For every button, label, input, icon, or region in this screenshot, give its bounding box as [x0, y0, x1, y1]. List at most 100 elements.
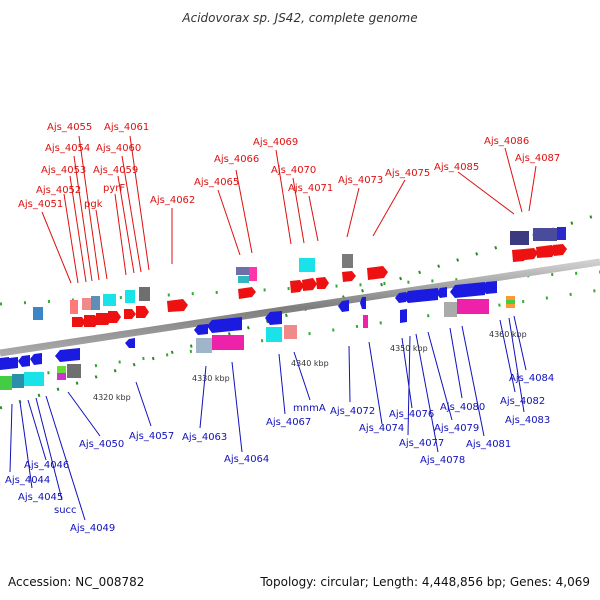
gene-label: Ajs_4045 [18, 492, 63, 503]
plasmid-map [0, 135, 600, 521]
feature-box [196, 338, 212, 353]
feature-box [103, 294, 116, 306]
gene-label: Ajs_4072 [330, 406, 375, 417]
reverse-gene-labels: Ajs_4046 Ajs_4044 Ajs_4045 succ Ajs_4049… [5, 373, 554, 534]
gene-label: Ajs_4066 [214, 154, 259, 165]
gene-label: Ajs_4051 [18, 199, 63, 210]
forward-feature-boxes [70, 227, 566, 314]
gene-label: Ajs_4062 [150, 195, 195, 206]
gene-arrow [360, 297, 366, 309]
gene-label: Ajs_4087 [515, 153, 560, 164]
feature-box [12, 374, 24, 388]
feature-box [284, 325, 297, 339]
gene-label: mnmA [293, 403, 326, 414]
gene-arrow [72, 317, 86, 327]
gene-arrow [55, 348, 80, 362]
forward-leader-lines [41, 135, 537, 284]
feature-box [212, 335, 244, 350]
gene-arrow [265, 311, 282, 325]
gene-label: Ajs_4053 [41, 165, 86, 176]
feature-box [266, 327, 282, 342]
feature-box [238, 276, 249, 283]
gene-label: Ajs_4075 [385, 168, 430, 179]
feature-box [236, 267, 249, 275]
gene-label: Ajs_4080 [440, 402, 485, 413]
feature-box [342, 254, 353, 268]
gene-arrow [18, 355, 30, 367]
reverse-leader-lines [9, 315, 527, 521]
feature-box [139, 287, 150, 301]
gene-label: pyrF [103, 183, 125, 194]
feature-box [506, 300, 515, 304]
gene-arrow [194, 324, 208, 335]
feature-box [533, 228, 557, 241]
feature-box [125, 290, 135, 303]
gene-label: Ajs_4074 [359, 423, 404, 434]
gene-label: Ajs_4049 [70, 523, 115, 534]
gene-label: Ajs_4063 [182, 432, 227, 443]
reverse-feature-boxes [0, 296, 515, 390]
gene-label: Ajs_4073 [338, 175, 383, 186]
gene-label: Ajs_4078 [420, 455, 465, 466]
gene-label: Ajs_4046 [24, 460, 69, 471]
gene-arrow [108, 311, 121, 323]
gene-arrow [207, 317, 242, 333]
gene-label: Ajs_4082 [500, 396, 545, 407]
gene-label: Ajs_4081 [466, 439, 511, 450]
forward-strand-genes [72, 244, 567, 327]
gene-label: Ajs_4044 [5, 475, 50, 486]
feature-box [91, 296, 100, 310]
gene-label: succ [54, 505, 77, 516]
gene-arrow [450, 282, 485, 298]
gene-label: Ajs_4076 [389, 409, 434, 420]
inner-tick-track-lower [0, 288, 600, 382]
feature-box [249, 267, 257, 281]
gene-arrow [136, 306, 149, 318]
feature-box [82, 298, 92, 310]
gene-arrow [436, 287, 447, 298]
gene-label: Ajs_4057 [129, 431, 174, 442]
gene-arrow [125, 338, 135, 348]
gene-arrow [5, 357, 18, 369]
gene-arrow [482, 281, 497, 294]
gene-label: Ajs_4083 [505, 415, 550, 426]
feature-box [557, 227, 566, 240]
feature-box [33, 307, 43, 320]
gene-arrow [124, 309, 136, 319]
gene-arrow [395, 292, 406, 303]
feature-box [57, 366, 66, 373]
gene-arrow [338, 300, 349, 312]
gene-arrow [342, 271, 356, 282]
feature-box [24, 372, 44, 386]
position-ticks: 4320 kbp 4330 kbp 4340 kbp 4350 kbp 4360… [93, 330, 527, 402]
gene-label: Ajs_4059 [93, 165, 138, 176]
gene-label: Ajs_4071 [288, 183, 333, 194]
gene-arrow [536, 245, 557, 258]
feature-box [57, 373, 66, 380]
gene-arrow [290, 280, 304, 293]
feature-box [70, 300, 78, 314]
gene-arrow [167, 299, 188, 312]
gene-arrow [403, 288, 438, 303]
gene-label: Ajs_4065 [194, 177, 239, 188]
feature-box [67, 364, 81, 378]
gene-label: Ajs_4054 [45, 143, 90, 154]
feature-box [299, 258, 315, 272]
reverse-strand-genes [0, 281, 497, 370]
gene-arrow [400, 309, 407, 323]
feature-box [457, 299, 489, 314]
tick-label: 4320 kbp [93, 393, 131, 402]
gene-label: Ajs_4064 [224, 454, 269, 465]
feature-box [510, 231, 529, 245]
gene-arrow [84, 315, 99, 327]
gene-arrow [553, 244, 567, 256]
gene-label: Ajs_4086 [484, 136, 529, 147]
gene-label: Ajs_4077 [399, 438, 444, 449]
gene-arrow [0, 357, 9, 370]
gene-label: Ajs_4061 [104, 122, 149, 133]
genome-backbone [0, 258, 600, 357]
gene-arrow [316, 277, 329, 289]
tick-label: 4340 kbp [291, 359, 329, 368]
